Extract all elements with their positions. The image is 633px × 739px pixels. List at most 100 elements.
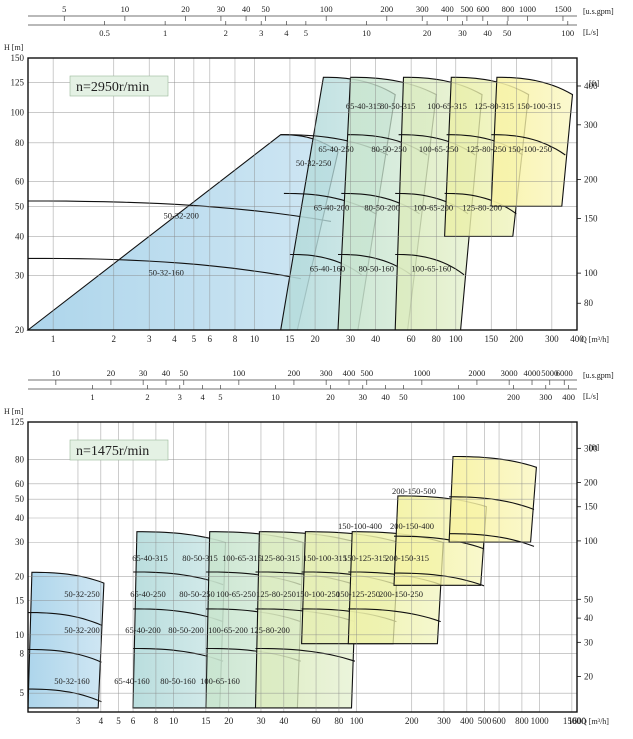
- impeller-curve: [449, 533, 535, 547]
- gpm-tick-label: 500: [360, 368, 373, 378]
- q-tick-label: 4: [99, 716, 104, 726]
- curve-label: 100-65-315: [222, 553, 262, 563]
- curve-label: 100-65-160: [200, 676, 240, 686]
- ls-tick-label: 3: [259, 28, 263, 38]
- q-tick-label: 5: [192, 334, 197, 344]
- h-tick-label: 60: [15, 479, 25, 489]
- h-tick-label: 30: [15, 270, 25, 280]
- h-tick-label: 20: [15, 571, 25, 581]
- gpm-tick-label: 2000: [468, 368, 485, 378]
- curve-label: 100-65-250: [216, 589, 256, 599]
- ls-axis-unit: [L/s]: [583, 28, 599, 37]
- curve-label: 125-80-250: [467, 144, 507, 154]
- curve-label: 125-80-315: [474, 101, 514, 111]
- q-tick-label: 4: [172, 334, 177, 344]
- impeller-curve: [394, 572, 485, 587]
- ft-tick-label: 200: [584, 478, 598, 488]
- ls-tick-label: 20: [423, 28, 432, 38]
- gpm-tick-label: 6000: [556, 368, 573, 378]
- ls-tick-label: 3: [178, 392, 182, 402]
- curve-label: 125-80-200: [462, 203, 502, 213]
- gpm-tick-label: 600: [476, 4, 489, 14]
- q-tick-label: 15: [285, 334, 295, 344]
- q-tick-label: 300: [545, 334, 559, 344]
- q-tick-label: 6: [131, 716, 136, 726]
- curve-label: 65-40-250: [130, 589, 165, 599]
- gpm-tick-label: 50: [180, 368, 189, 378]
- ls-tick-label: 100: [452, 392, 465, 402]
- gpm-tick-label: 200: [380, 4, 393, 14]
- q-tick-label: 3: [76, 716, 81, 726]
- ls-tick-label: 5: [304, 28, 308, 38]
- h-axis-unit: H [m]: [4, 407, 24, 416]
- ls-tick-label: 4: [284, 28, 289, 38]
- q-axis-unit: Q [m³/h]: [581, 335, 609, 344]
- gpm-tick-label: 200: [288, 368, 301, 378]
- curve-label: 150-100-400: [338, 521, 382, 531]
- q-tick-label: 80: [432, 334, 442, 344]
- q-tick-label: 1500: [563, 716, 582, 726]
- ls-tick-label: 50: [503, 28, 512, 38]
- q-tick-label: 100: [449, 334, 463, 344]
- curve-label: 80-50-250: [371, 144, 406, 154]
- q-tick-label: 800: [515, 716, 529, 726]
- ls-tick-label: 300: [539, 392, 552, 402]
- curve-label: 65-40-250: [318, 144, 353, 154]
- curve-label: 80-50-250: [179, 589, 214, 599]
- curve-label: 50-32-250: [296, 158, 331, 168]
- q-tick-label: 400: [460, 716, 474, 726]
- plot-frame: [27, 421, 578, 713]
- ls-tick-label: 30: [458, 28, 467, 38]
- ls-tick-label: 20: [326, 392, 335, 402]
- ft-tick-label: 100: [584, 536, 598, 546]
- ft-tick-label: 150: [584, 213, 598, 223]
- q-tick-label: 1600: [568, 716, 587, 726]
- curve-label: 100-65-200: [208, 625, 248, 635]
- h-tick-label: 10: [15, 630, 25, 640]
- curve-label: 100-65-160: [412, 264, 452, 274]
- h-tick-label: 125: [11, 78, 25, 88]
- gpm-tick-label: 300: [416, 4, 429, 14]
- gpm-tick-label: 5: [62, 4, 66, 14]
- q-tick-label: 30: [256, 716, 266, 726]
- gpm-tick-label: 3000: [501, 368, 518, 378]
- speed-label-box: [69, 75, 169, 97]
- impeller-curve: [491, 134, 566, 156]
- q-tick-label: 8: [233, 334, 238, 344]
- q-tick-label: 10: [169, 716, 179, 726]
- ft-tick-label: 400: [584, 81, 598, 91]
- curve-label: 200-150-250: [379, 589, 423, 599]
- gpm-tick-label: 10: [52, 368, 61, 378]
- ft-tick-label: 300: [584, 443, 598, 453]
- speed-label: n=2950r/min: [76, 80, 149, 95]
- gpm-axis-unit: [u.s.gpm]: [583, 7, 614, 16]
- speed-label: n=1475r/min: [76, 444, 149, 459]
- ls-tick-label: 1: [90, 392, 94, 402]
- q-tick-label: 300: [437, 716, 451, 726]
- h-tick-label: 50: [15, 494, 25, 504]
- ls-tick-label: 2: [224, 28, 228, 38]
- q-tick-label: 2: [112, 334, 117, 344]
- h-tick-label: 8: [20, 649, 25, 659]
- h-tick-label: 5: [20, 688, 25, 698]
- impeller-curve: [28, 612, 102, 626]
- curve-label: 50-32-160: [54, 676, 89, 686]
- q-tick-label: 80: [334, 716, 344, 726]
- impeller-curve: [255, 647, 356, 662]
- ft-axis-unit: [ft]: [589, 79, 600, 88]
- ft-axis-unit: [ft]: [589, 443, 600, 452]
- impeller-curve: [395, 253, 465, 276]
- q-axis-unit: Q [m³/h]: [581, 717, 609, 726]
- ft-tick-label: 20: [584, 672, 594, 682]
- curve-label: 50-32-250: [64, 589, 99, 599]
- curve-label: 80-50-315: [182, 553, 217, 563]
- impeller-curve: [28, 200, 332, 222]
- impeller-curve: [28, 257, 301, 280]
- q-tick-label: 20: [224, 716, 234, 726]
- h-tick-label: 60: [15, 177, 25, 187]
- family-region-150-100: [490, 76, 574, 207]
- ls-tick-label: 4: [201, 392, 206, 402]
- q-tick-label: 40: [279, 716, 289, 726]
- ls-tick-label: 40: [483, 28, 492, 38]
